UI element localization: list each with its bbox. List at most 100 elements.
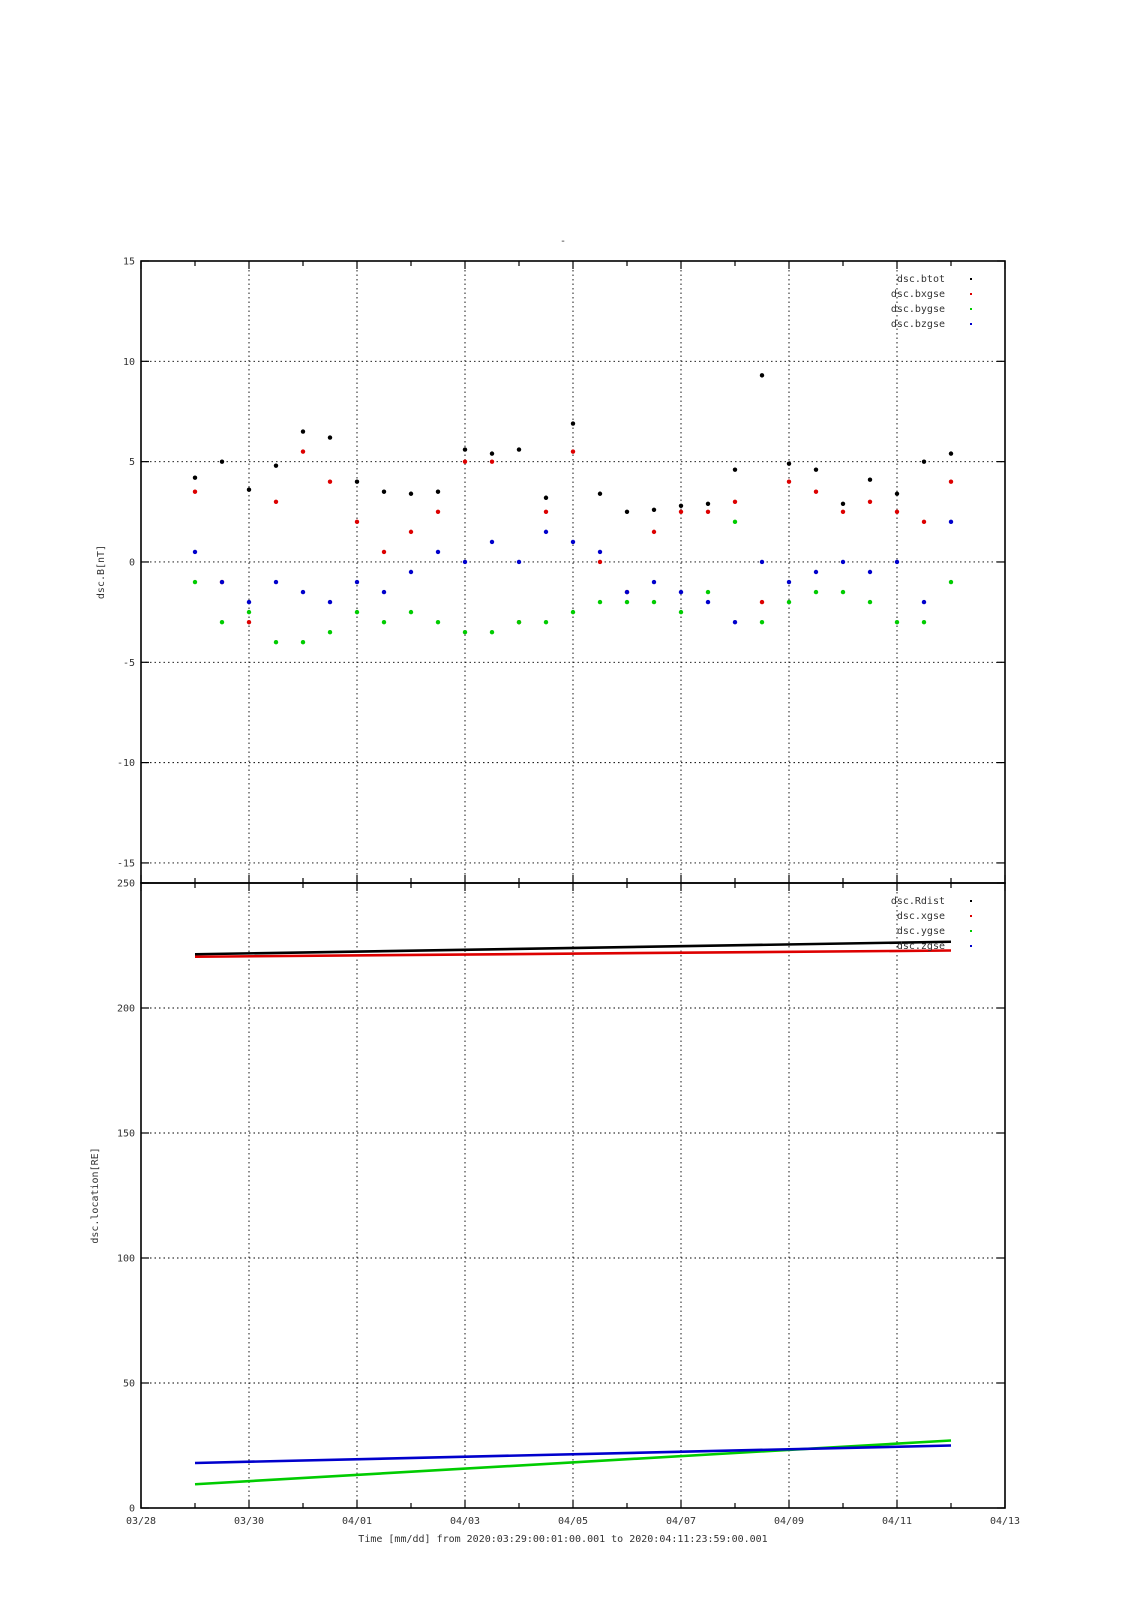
data-point-dsc-bxgse-18 <box>678 509 684 515</box>
data-point-dsc-bxgse-7 <box>381 549 387 555</box>
location-y-axis-label: dsc.location[RE] <box>90 1147 101 1243</box>
magnetic-field-legend-label: dsc.bygse <box>891 304 945 315</box>
magnetic-field-legend-swatch <box>970 278 972 280</box>
data-point-dsc-bxgse-23 <box>813 489 819 494</box>
magnetic-field-y-tick-label: 10 <box>123 357 135 368</box>
magnetic-field-y-tick-label: -10 <box>117 758 135 769</box>
data-point-dsc-btot-10 <box>462 447 468 452</box>
data-point-dsc-bygse-27 <box>921 619 927 625</box>
series-dsc-btot <box>192 373 954 515</box>
data-point-dsc-btot-14 <box>570 421 576 426</box>
data-point-dsc-btot-21 <box>759 373 765 378</box>
data-point-dsc-bygse-22 <box>786 599 792 605</box>
data-point-dsc-bxgse-9 <box>435 509 441 515</box>
data-point-dsc-bzgse-10 <box>462 559 468 565</box>
data-point-dsc-btot-28 <box>948 451 954 456</box>
data-point-dsc-btot-25 <box>867 477 873 482</box>
data-point-dsc-bxgse-28 <box>948 479 954 484</box>
location-legend-swatch <box>970 900 972 902</box>
data-point-dsc-btot-5 <box>327 435 333 440</box>
data-point-dsc-bygse-13 <box>543 619 549 625</box>
magnetic-field-y-ticks: -15 -10 -5 0 5 10 15 <box>117 257 1005 869</box>
x-tick-label: 04/11 <box>882 1516 912 1527</box>
data-point-dsc-bygse-8 <box>408 609 414 615</box>
data-point-dsc-bzgse-13 <box>543 529 549 535</box>
data-point-dsc-bygse-16 <box>624 599 630 605</box>
data-point-dsc-bxgse-24 <box>840 509 846 515</box>
data-point-dsc-bygse-0 <box>192 579 198 585</box>
data-point-dsc-bzgse-2 <box>246 599 252 605</box>
data-point-dsc-bygse-21 <box>759 619 765 625</box>
data-point-dsc-bzgse-9 <box>435 549 441 555</box>
magnetic-field-y-tick-label: 5 <box>129 457 135 468</box>
data-point-dsc-bzgse-22 <box>786 579 792 585</box>
x-tick-label: 04/01 <box>342 1516 372 1527</box>
data-point-dsc-bygse-23 <box>813 589 819 595</box>
x-tick-label: 04/09 <box>774 1516 804 1527</box>
location-data <box>194 940 952 1486</box>
data-point-dsc-bygse-12 <box>516 619 522 625</box>
data-point-dsc-bzgse-4 <box>300 589 306 595</box>
location-y-ticks: 0 50 100 150 200 250 <box>117 879 1005 1515</box>
x-tick-label: 03/28 <box>126 1516 156 1527</box>
data-point-dsc-btot-1 <box>219 459 225 464</box>
series-dsc-bxgse <box>192 449 954 625</box>
location-grid <box>141 883 1005 1508</box>
data-point-dsc-btot-24 <box>840 501 846 506</box>
data-point-dsc-bygse-10 <box>462 629 468 635</box>
data-point-dsc-bzgse-1 <box>219 579 225 585</box>
data-point-dsc-bzgse-0 <box>192 549 198 555</box>
data-point-dsc-bxgse-0 <box>192 489 198 494</box>
data-point-dsc-bzgse-23 <box>813 569 819 575</box>
data-point-dsc-bygse-24 <box>840 589 846 595</box>
series-dsc-Rdist <box>194 940 952 956</box>
magnetic-field-data <box>192 373 954 645</box>
data-point-dsc-bygse-6 <box>354 609 360 615</box>
magnetic-field-y-axis-label: dsc.B[nT] <box>96 545 107 599</box>
location-legend-swatch <box>970 930 972 932</box>
data-point-dsc-bygse-28 <box>948 579 954 585</box>
data-point-dsc-btot-6 <box>354 479 360 484</box>
data-point-dsc-btot-8 <box>408 491 414 496</box>
x-axis-tick-labels: 03/28 03/30 04/01 04/03 04/05 04/07 04/09 04/11… <box>126 1516 1020 1527</box>
magnetic-field-legend: dsc.btot dsc.bxgse dsc.bygse dsc.bzgse <box>891 274 972 330</box>
data-point-dsc-bzgse-5 <box>327 599 333 605</box>
magnetic-field-x-ticks <box>140 261 1006 883</box>
series-dsc-zgse <box>194 1444 952 1465</box>
data-point-dsc-btot-0 <box>192 475 198 480</box>
data-point-dsc-bygse-15 <box>597 599 603 605</box>
data-point-dsc-bygse-1 <box>219 619 225 625</box>
data-point-dsc-bzgse-3 <box>273 579 279 585</box>
data-point-dsc-btot-23 <box>813 467 819 472</box>
x-tick-label: 04/07 <box>666 1516 696 1527</box>
data-point-dsc-btot-4 <box>300 429 306 434</box>
data-point-dsc-bzgse-12 <box>516 559 522 565</box>
data-point-dsc-bxgse-10 <box>462 459 468 464</box>
data-point-dsc-bxgse-8 <box>408 529 414 535</box>
series-dsc-bygse <box>192 519 954 645</box>
data-point-dsc-bygse-5 <box>327 629 333 635</box>
data-point-dsc-bxgse-14 <box>570 449 576 454</box>
data-point-dsc-bxgse-15 <box>597 559 603 565</box>
data-point-dsc-btot-13 <box>543 495 549 500</box>
data-point-dsc-bygse-20 <box>732 519 738 525</box>
location-legend-label: dsc.xgse <box>897 911 945 922</box>
location-legend-swatch <box>970 915 972 917</box>
magnetic-field-legend-swatch <box>970 293 972 295</box>
data-point-dsc-bzgse-27 <box>921 599 927 605</box>
data-point-dsc-bzgse-21 <box>759 559 765 565</box>
data-point-dsc-bxgse-3 <box>273 499 279 504</box>
data-point-dsc-bxgse-4 <box>300 449 306 454</box>
data-point-dsc-bzgse-24 <box>840 559 846 565</box>
location-y-tick-label: 100 <box>117 1254 135 1265</box>
magnetic-field-panel: -15 -10 -5 0 5 10 15 dsc.B[nT] dsc.btot dsc.bxg… <box>96 257 1006 884</box>
location-legend-swatch <box>970 945 972 947</box>
data-point-dsc-bxgse-26 <box>894 509 900 515</box>
data-point-dsc-bygse-9 <box>435 619 441 625</box>
magnetic-field-y-tick-label: 15 <box>123 257 135 268</box>
data-point-dsc-btot-3 <box>273 463 279 468</box>
data-point-dsc-btot-12 <box>516 447 522 452</box>
location-legend-label: dsc.zgse <box>897 941 945 952</box>
data-point-dsc-bzgse-17 <box>651 579 657 585</box>
